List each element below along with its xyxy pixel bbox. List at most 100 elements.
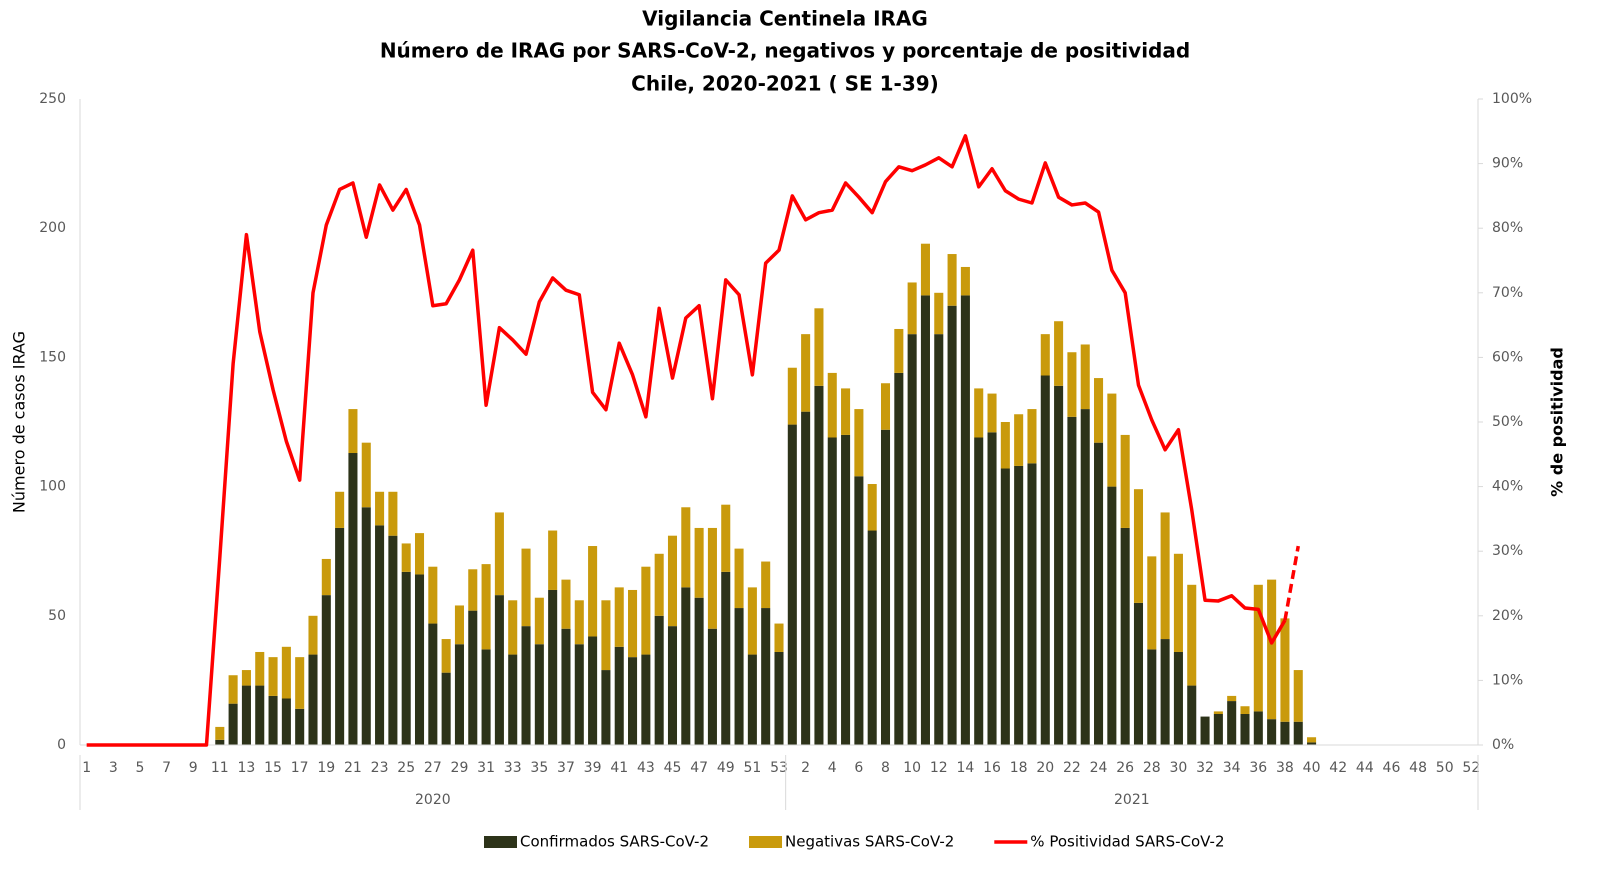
bar (934, 292, 944, 335)
bar (974, 388, 984, 438)
bar (614, 646, 624, 745)
bar (1120, 527, 1130, 745)
bar (454, 644, 464, 745)
bar (880, 429, 891, 745)
bar (1307, 737, 1317, 743)
y2-tick-label: 70% (1492, 285, 1523, 301)
bar (814, 308, 824, 386)
bar (920, 295, 930, 745)
bar (734, 608, 744, 745)
bar (774, 651, 784, 745)
x-tick-label: 47 (690, 760, 708, 776)
x-tick-label: 25 (397, 760, 415, 776)
bar (335, 527, 345, 745)
x-tick-label: 42 (1329, 760, 1347, 776)
bar (894, 328, 904, 373)
bar (601, 600, 611, 671)
bar (641, 654, 651, 745)
x-tick-label: 5 (135, 760, 144, 776)
y2-tick-label: 30% (1492, 543, 1523, 559)
bar (281, 698, 291, 745)
x-tick-label: 30 (1170, 760, 1188, 776)
bar (654, 615, 664, 745)
bar (601, 670, 611, 745)
bar (1213, 711, 1223, 714)
x-tick-label: 8 (881, 760, 890, 776)
bar (215, 739, 225, 745)
x-tick-label: 1 (82, 760, 91, 776)
bar (375, 525, 385, 745)
bar (1187, 584, 1197, 686)
y2-tick-label: 10% (1492, 672, 1523, 688)
bar (1227, 701, 1237, 745)
bar (281, 646, 291, 699)
bar (534, 597, 544, 645)
x-tick-label: 16 (983, 760, 1001, 776)
bar (295, 708, 305, 745)
bar (1147, 649, 1157, 745)
y-tick-label: 200 (39, 220, 66, 236)
bar (574, 600, 584, 645)
x-tick-label: 50 (1436, 760, 1454, 776)
bar (761, 608, 771, 745)
bar (787, 367, 797, 425)
bar (987, 432, 997, 745)
bar (1267, 719, 1277, 745)
bar (428, 566, 438, 624)
bar (667, 535, 678, 627)
bar (894, 372, 904, 745)
chart-title: Vigilancia Centinela IRAG (642, 7, 928, 31)
bar (867, 530, 877, 745)
x-tick-label: 48 (1409, 760, 1427, 776)
bar (548, 530, 558, 590)
bar (1067, 352, 1077, 417)
legend-label: Negativas SARS-CoV-2 (785, 833, 954, 851)
bar (454, 605, 464, 645)
bar (534, 644, 544, 745)
bar (987, 393, 997, 433)
x-tick-label: 9 (189, 760, 198, 776)
x-tick-label: 52 (1462, 760, 1480, 776)
bar (494, 512, 504, 596)
y-tick-label: 100 (39, 479, 66, 495)
bar (827, 372, 837, 438)
bar (841, 434, 851, 745)
bar (321, 558, 331, 596)
bar (628, 589, 638, 658)
bar (614, 587, 624, 647)
chart-title: Chile, 2020-2021 ( SE 1-39) (631, 72, 939, 96)
bar (441, 672, 451, 745)
x-tick-label: 12 (930, 760, 948, 776)
bar (1280, 618, 1290, 722)
x-tick-label: 41 (610, 760, 628, 776)
bar (801, 411, 811, 745)
bar (1173, 553, 1183, 652)
x-tick-label: 28 (1143, 760, 1161, 776)
legend-label: Confirmados SARS-CoV-2 (520, 833, 709, 851)
x-tick-label: 38 (1276, 760, 1294, 776)
bar (814, 385, 824, 745)
x-tick-label: 36 (1249, 760, 1267, 776)
bar (907, 282, 917, 335)
bar (241, 670, 251, 686)
bar (854, 476, 864, 745)
bar (1120, 434, 1130, 528)
y-tick-label: 150 (39, 349, 66, 365)
x-tick-label: 7 (162, 760, 171, 776)
bar (827, 437, 837, 745)
x-tick-label: 6 (854, 760, 863, 776)
bar (1107, 486, 1117, 745)
x-tick-label: 26 (1116, 760, 1134, 776)
x-tick-label: 13 (238, 760, 256, 776)
x-tick-label: 4 (828, 760, 837, 776)
bar (1267, 579, 1277, 720)
bar (508, 600, 518, 655)
bar (801, 334, 811, 412)
x-tick-label: 2 (801, 760, 810, 776)
bar (1040, 375, 1050, 745)
bar (561, 628, 571, 745)
bar (721, 571, 731, 745)
y2-tick-label: 50% (1492, 414, 1523, 430)
bar (707, 628, 717, 745)
bar (721, 504, 731, 572)
